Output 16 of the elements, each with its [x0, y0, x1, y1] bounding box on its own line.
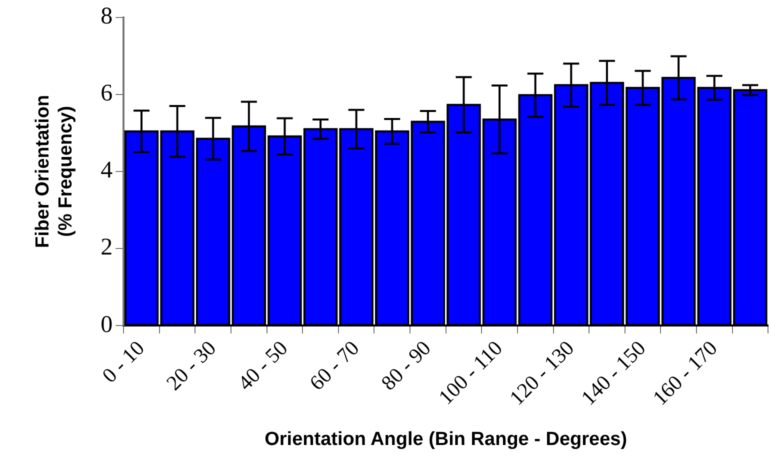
x-tick-label: 20 - 30 — [162, 336, 221, 395]
y-axis-title: Fiber Orientation (% Frequency) — [32, 94, 76, 248]
y-tick-label: 0 — [100, 312, 113, 338]
x-tick-label: 40 - 50 — [233, 336, 292, 395]
y-tick-label: 4 — [100, 158, 113, 184]
y-tick-label: 2 — [100, 234, 113, 261]
x-tick-label: 60 - 70 — [304, 336, 364, 395]
x-tick-label: 0 - 10 — [97, 336, 149, 388]
y-tick-label: 6 — [100, 80, 113, 107]
x-tick-label: 160 - 170 — [648, 336, 722, 410]
x-tick-label: 140 - 150 — [576, 336, 650, 410]
x-tick-label: 120 - 130 — [504, 336, 579, 410]
x-axis-title: Orientation Angle (Bin Range - Degrees) — [264, 428, 628, 450]
y-tick-label: 8 — [100, 4, 113, 30]
x-tick-label: 100 - 110 — [434, 336, 507, 410]
x-tick-label: 80 - 90 — [376, 336, 436, 395]
